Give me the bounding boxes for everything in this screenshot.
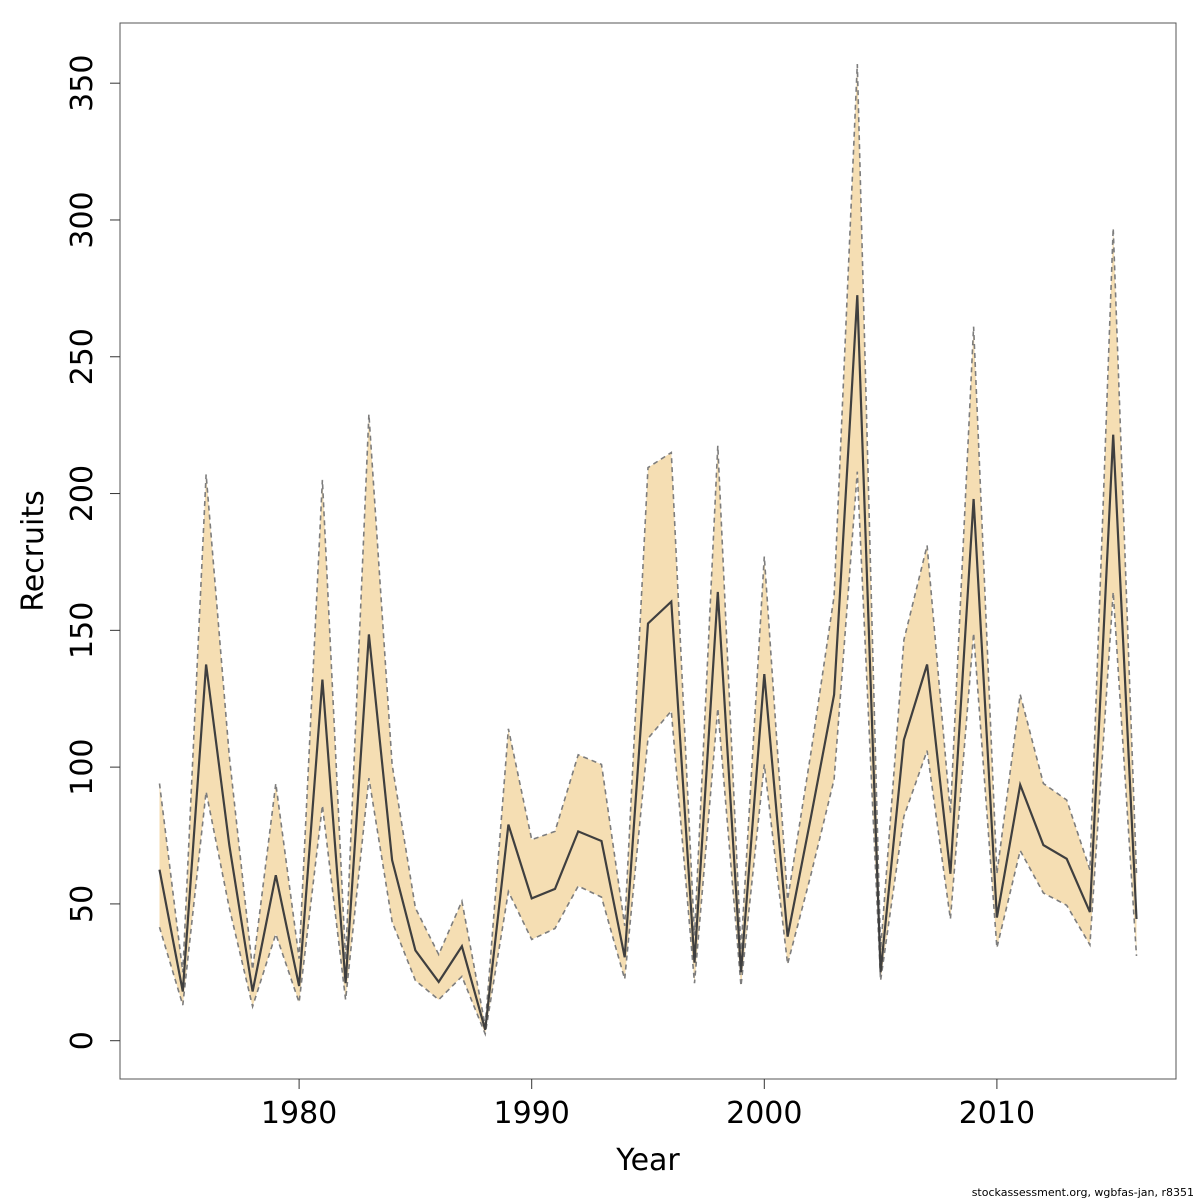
y-tick-label-150: 150 [65, 602, 100, 659]
y-tick-label-0: 0 [65, 1031, 100, 1050]
y-tick-label-100: 100 [65, 738, 100, 795]
plot-frame [119, 22, 1177, 1080]
y-tick-label-50: 50 [65, 885, 100, 923]
y-axis-title: Recruits [16, 490, 51, 612]
x-tick-label-2000: 2000 [726, 1096, 802, 1131]
footer-credit: stockassessment.org, wgbfas-jan, r8351 [972, 1186, 1194, 1199]
y-tick-label-250: 250 [65, 328, 100, 385]
x-axis: 1980 1990 2000 2010 [261, 1079, 1035, 1131]
upper-bound-line [158, 63, 1138, 1026]
recruits-estimate-line [158, 295, 1138, 1031]
confidence-band [159, 64, 1137, 1034]
x-axis-title: Year [615, 1143, 680, 1178]
y-tick-label-300: 300 [65, 191, 100, 248]
x-tick-label-2010: 2010 [959, 1096, 1035, 1131]
x-tick-label-1990: 1990 [494, 1096, 570, 1131]
x-tick-label-1980: 1980 [261, 1096, 337, 1131]
y-tick-label-350: 350 [65, 55, 100, 112]
y-tick-label-200: 200 [65, 465, 100, 522]
y-axis: 0 50 100 150 200 250 300 350 [65, 55, 120, 1050]
confidence-band-group [158, 63, 1138, 1037]
